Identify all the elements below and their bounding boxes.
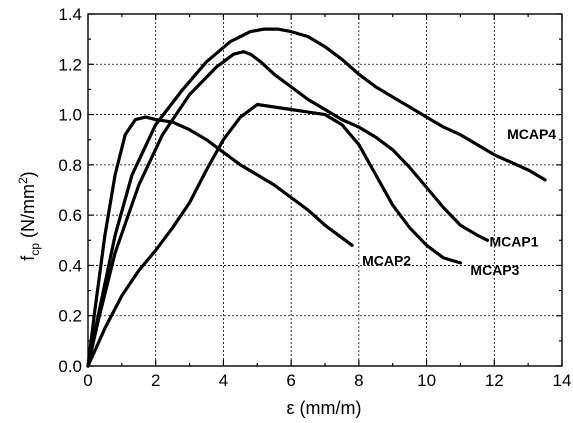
y-axis-title-main: f (18, 255, 38, 261)
x-tick-label: 12 (485, 371, 504, 390)
series-line-mcap2 (86, 115, 354, 368)
y-axis-title-sup: 2 (16, 177, 30, 184)
y-axis-title-sub: cp (28, 243, 42, 256)
y-tick-label: 1.0 (58, 106, 82, 125)
x-tick-label: 6 (286, 371, 295, 390)
series-line-mcap1 (86, 50, 490, 368)
x-axis-title: ε (mm/m) (287, 398, 362, 418)
x-tick-label: 8 (354, 371, 363, 390)
series-label-mcap1: MCAP1 (490, 233, 539, 249)
grid (88, 14, 562, 366)
y-tick-label: 0.4 (58, 256, 82, 275)
axis-ticks (87, 13, 563, 367)
series-line-mcap4 (86, 27, 547, 368)
x-tick-label: 10 (417, 371, 436, 390)
y-axis-title-close: ) (18, 171, 38, 177)
series-label-mcap2: MCAP2 (362, 252, 411, 268)
y-axis-title-unit: (N/mm (18, 184, 38, 243)
y-tick-label: 0.2 (58, 307, 82, 326)
y-tick-label: 1.4 (58, 5, 82, 24)
curves (86, 27, 547, 368)
x-tick-label: 2 (151, 371, 160, 390)
series-label-mcap4: MCAP4 (507, 126, 556, 142)
y-tick-label: 0.8 (58, 156, 82, 175)
y-axis-title: fcp (N/mm2) (16, 171, 42, 260)
series-label-mcap3: MCAP3 (470, 262, 519, 278)
y-tick-label: 0.0 (58, 357, 82, 376)
y-tick-label: 1.2 (58, 55, 82, 74)
y-tick-labels: 0.0 0.2 0.4 0.6 0.8 1.0 1.2 1.4 (58, 5, 82, 376)
series-labels: MCAP1 MCAP2 MCAP3 MCAP4 (362, 126, 556, 278)
x-tick-label: 0 (83, 371, 92, 390)
x-tick-label: 14 (553, 371, 572, 390)
x-tick-labels: 0 2 4 6 8 10 12 14 (83, 371, 571, 390)
x-tick-label: 4 (219, 371, 228, 390)
y-tick-label: 0.6 (58, 206, 82, 225)
series-line-mcap3 (86, 102, 462, 368)
plot-frame (87, 13, 563, 367)
